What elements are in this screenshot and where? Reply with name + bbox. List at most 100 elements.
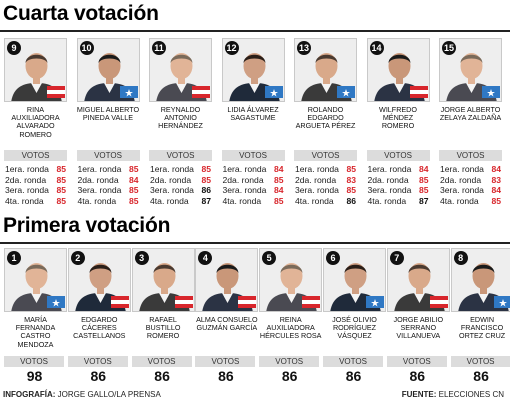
round-label: 2da. ronda bbox=[440, 174, 482, 185]
round-label: 2da. ronda bbox=[150, 174, 192, 185]
round-row: 2da. ronda 85 bbox=[150, 175, 211, 186]
votos-label: VOTOS bbox=[131, 356, 192, 367]
round-row: 3era. ronda 86 bbox=[150, 185, 211, 196]
total-votes: 86 bbox=[473, 368, 489, 384]
party-flag-icon bbox=[192, 86, 210, 98]
candidate-card: 3 RAFAEL BUSTILLO ROMERO bbox=[131, 248, 195, 340]
candidate-photo: 1 bbox=[4, 248, 67, 312]
party-flag-icon bbox=[302, 296, 321, 308]
round-value: 84 bbox=[273, 164, 284, 174]
round-value: 85 bbox=[273, 174, 284, 185]
round-row: 4ta. ronda 85 bbox=[78, 196, 139, 207]
candidate-card: 6 JOSÉ OLIVIO RODRÍGUEZ VÁSQUEZ bbox=[323, 248, 386, 340]
round-row: 4ta. ronda 85 bbox=[440, 196, 501, 207]
party-flag-icon bbox=[482, 86, 500, 98]
round-value: 85 bbox=[56, 174, 66, 185]
divider bbox=[0, 242, 510, 244]
candidate-name: ALMA CONSUELO GUZMÁN GARCÍA bbox=[196, 315, 258, 333]
party-flag-icon bbox=[264, 86, 283, 98]
round-results: 1era. ronda 85 2da. ronda 85 3era. ronda 86 4t… bbox=[150, 164, 211, 206]
party-flag-icon bbox=[429, 296, 448, 308]
party-flag-icon bbox=[409, 86, 428, 98]
votos-label: VOTOS bbox=[4, 150, 67, 161]
candidate-number-badge: 8 bbox=[453, 251, 468, 265]
votos-label: VOTOS bbox=[195, 356, 256, 367]
round-value: 85 bbox=[56, 195, 66, 206]
round-row: 3era. ronda 85 bbox=[368, 185, 429, 196]
round-row: 4ta. ronda 86 bbox=[295, 196, 356, 207]
votos-label: VOTOS bbox=[149, 150, 212, 161]
round-label: 2da. ronda bbox=[367, 174, 409, 185]
round-results: 1era. ronda 84 2da. ronda 85 3era. ronda 85 4t… bbox=[368, 164, 429, 206]
candidate-number-badge: 9 bbox=[7, 41, 21, 55]
fuente-credit: FUENTE: ELECCIONES CN bbox=[401, 390, 504, 399]
candidate-number-badge: 6 bbox=[326, 251, 340, 265]
candidate-card: 13 ROLANDO EDGARDO ARGUETA PÉREZ bbox=[294, 38, 357, 130]
round-label: 3era. ronda bbox=[222, 185, 267, 195]
round-label: 4ta. ronda bbox=[77, 195, 117, 206]
candidate-name: MARÍA FERNANDA CASTRO MENDOZA bbox=[15, 315, 56, 349]
round-row: 3era. ronda 85 bbox=[5, 185, 66, 196]
round-value: 84 bbox=[418, 164, 429, 174]
round-label: 4ta. ronda bbox=[367, 195, 407, 206]
candidate-card: 1 MARÍA FERNANDA CASTRO MENDOZA bbox=[4, 248, 67, 348]
votos-label: VOTOS bbox=[323, 356, 383, 367]
total-votes: 86 bbox=[218, 368, 234, 384]
candidate-number-badge: 7 bbox=[389, 251, 404, 265]
round-label: 4ta. ronda bbox=[295, 195, 334, 206]
round-value: 87 bbox=[201, 195, 211, 206]
votos-label: VOTOS bbox=[76, 150, 140, 161]
round-row: 1era. ronda 84 bbox=[223, 164, 284, 175]
round-value: 85 bbox=[128, 185, 139, 195]
round-value: 83 bbox=[346, 174, 356, 185]
candidate-card: 2 EDGARDO CÁCERES CASTELLANOS bbox=[67, 248, 131, 340]
candidate-photo: 3 bbox=[131, 248, 195, 312]
round-label: 3era. ronda bbox=[367, 185, 412, 195]
round-value: 83 bbox=[491, 174, 501, 185]
round-label: 1era. ronda bbox=[77, 164, 122, 174]
round-row: 4ta. ronda 85 bbox=[5, 196, 66, 207]
party-flag-icon bbox=[119, 86, 138, 98]
round-row: 4ta. ronda 85 bbox=[223, 196, 284, 207]
candidate-card: 15 JORGE ALBERTO ZELAYA ZALDAÑA bbox=[439, 38, 502, 122]
party-flag-icon bbox=[366, 296, 384, 308]
section-title-primera-votacion: Primera votación bbox=[3, 214, 171, 237]
round-value: 84 bbox=[491, 164, 501, 174]
candidate-number-badge: 2 bbox=[70, 251, 85, 265]
candidate-card: 12 LIDIA ÁLVAREZ SAGASTUME bbox=[221, 38, 285, 122]
round-label: 1era. ronda bbox=[295, 164, 339, 174]
total-votes: 86 bbox=[90, 368, 107, 384]
candidate-number-badge: 13 bbox=[297, 41, 311, 55]
round-value: 84 bbox=[491, 185, 501, 195]
round-label: 1era. ronda bbox=[5, 164, 49, 174]
round-value: 85 bbox=[418, 185, 429, 195]
round-value: 85 bbox=[201, 164, 211, 174]
round-row: 1era. ronda 84 bbox=[368, 164, 429, 175]
candidate-card: 8 EDWIN FRANCISCO ORTEZ CRUZ bbox=[450, 248, 510, 340]
candidate-card: 9 RINA AUXILIADORA ALVARADO ROMERO bbox=[4, 38, 67, 138]
candidate-number-badge: 3 bbox=[134, 251, 149, 265]
candidate-name: ROLANDO EDGARDO ARGUETA PÉREZ bbox=[295, 105, 356, 131]
candidate-number-badge: 11 bbox=[152, 41, 166, 55]
round-results: 1era. ronda 85 2da. ronda 84 3era. ronda 85 4t… bbox=[78, 164, 139, 206]
candidate-photo: 15 bbox=[439, 38, 502, 102]
round-results: 1era. ronda 85 2da. ronda 83 3era. ronda 85 4t… bbox=[295, 164, 356, 206]
round-row: 4ta. ronda 87 bbox=[368, 196, 429, 207]
round-label: 3era. ronda bbox=[77, 185, 122, 195]
candidate-photo: 4 bbox=[195, 248, 259, 312]
votos-label: VOTOS bbox=[450, 356, 510, 367]
round-row: 1era. ronda 85 bbox=[295, 164, 356, 175]
candidate-name: JORGE ALBERTO ZELAYA ZALDAÑA bbox=[439, 105, 502, 123]
candidate-photo: 13 bbox=[294, 38, 357, 102]
candidate-photo: 11 bbox=[149, 38, 212, 102]
candidate-photo: 14 bbox=[366, 38, 430, 102]
candidate-photo: 12 bbox=[221, 38, 285, 102]
round-value: 84 bbox=[128, 174, 139, 185]
round-label: 2da. ronda bbox=[77, 174, 119, 185]
party-flag-icon bbox=[47, 296, 65, 308]
round-label: 4ta. ronda bbox=[5, 195, 44, 206]
round-row: 2da. ronda 83 bbox=[440, 175, 501, 186]
round-value: 86 bbox=[346, 195, 356, 206]
round-label: 3era. ronda bbox=[295, 185, 339, 195]
total-votes: 86 bbox=[281, 368, 298, 384]
